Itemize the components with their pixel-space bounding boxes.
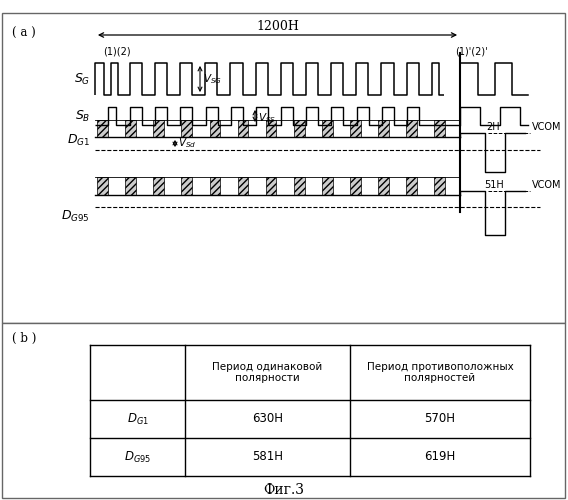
Text: $D_{G95}$: $D_{G95}$ <box>124 450 151 464</box>
Bar <box>266 120 277 137</box>
Text: 570H: 570H <box>424 412 456 426</box>
Text: Период одинаковой
полярности: Период одинаковой полярности <box>212 362 323 384</box>
Bar <box>294 177 304 195</box>
Bar <box>322 177 333 195</box>
Bar <box>153 177 164 195</box>
Bar <box>97 177 108 195</box>
Text: 619H: 619H <box>424 450 456 464</box>
Bar <box>126 120 136 137</box>
Text: 51H: 51H <box>484 180 504 190</box>
Bar <box>210 177 220 195</box>
Text: 2H: 2H <box>486 122 500 132</box>
Bar <box>153 120 164 137</box>
Text: 1200H: 1200H <box>256 20 299 33</box>
Bar <box>126 177 136 195</box>
Bar <box>237 177 248 195</box>
Text: 630H: 630H <box>252 412 283 426</box>
Bar <box>434 120 445 137</box>
Bar <box>406 177 417 195</box>
Bar <box>350 120 361 137</box>
Text: ( a ): ( a ) <box>12 27 36 40</box>
Bar <box>322 120 333 137</box>
Bar <box>97 120 108 137</box>
Text: ( b ): ( b ) <box>12 332 36 345</box>
Bar <box>294 120 304 137</box>
Text: VCOM: VCOM <box>532 122 562 132</box>
Text: $D_{G1}$: $D_{G1}$ <box>67 133 90 148</box>
Bar <box>182 120 192 137</box>
Bar <box>434 177 445 195</box>
Text: Период противоположных
полярностей: Период противоположных полярностей <box>366 362 513 384</box>
Text: $S_B$: $S_B$ <box>74 108 90 124</box>
Text: VCOM: VCOM <box>532 180 562 190</box>
Text: $D_{G1}$: $D_{G1}$ <box>127 412 148 426</box>
Text: $D_{G95}$: $D_{G95}$ <box>61 209 90 224</box>
Text: $V_{Sd}$: $V_{Sd}$ <box>178 136 197 150</box>
Text: 581H: 581H <box>252 450 283 464</box>
Bar <box>182 177 192 195</box>
Bar <box>210 120 220 137</box>
Bar <box>378 177 389 195</box>
Text: Фиг.3: Фиг.3 <box>264 484 304 498</box>
Bar <box>406 120 417 137</box>
Text: $V_{SG}$: $V_{SG}$ <box>203 72 222 86</box>
Text: (1)(2): (1)(2) <box>103 47 131 57</box>
Text: $V_{SS}$: $V_{SS}$ <box>258 111 276 125</box>
Text: (1)'(2)': (1)'(2)' <box>455 47 487 57</box>
Bar <box>266 177 277 195</box>
Bar <box>237 120 248 137</box>
Bar <box>350 177 361 195</box>
Bar <box>378 120 389 137</box>
Text: $S_G$: $S_G$ <box>74 72 90 86</box>
